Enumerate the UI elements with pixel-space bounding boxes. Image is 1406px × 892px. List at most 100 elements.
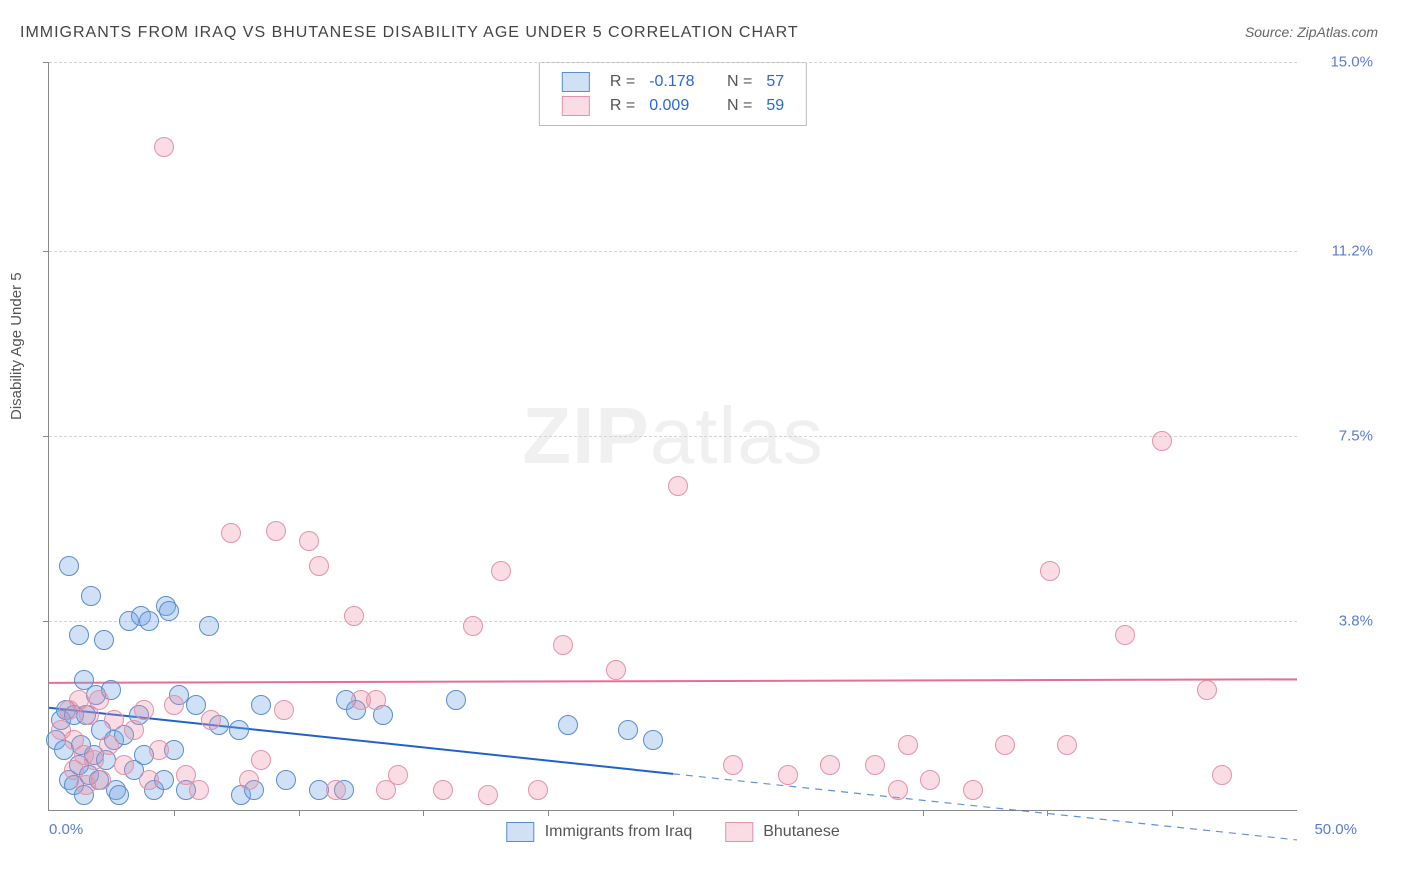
y-tick-label: 11.2% [1309, 243, 1373, 260]
data-point [274, 700, 294, 720]
data-point [606, 660, 626, 680]
data-point [723, 755, 743, 775]
x-axis-min-label: 0.0% [49, 821, 83, 838]
data-point [778, 765, 798, 785]
data-point [109, 785, 129, 805]
gridline-h [49, 436, 1297, 437]
x-axis-max-label: 50.0% [1314, 821, 1357, 838]
gridline-h [49, 251, 1297, 252]
data-point [995, 735, 1015, 755]
data-point [388, 765, 408, 785]
data-point [239, 770, 259, 790]
y-tick-mark [43, 621, 49, 622]
y-tick-mark [43, 436, 49, 437]
data-point [326, 780, 346, 800]
data-point [221, 523, 241, 543]
r-value-series-1: -0.178 [643, 71, 700, 93]
data-point [898, 735, 918, 755]
data-point [1152, 431, 1172, 451]
data-point [189, 780, 209, 800]
data-point [94, 630, 114, 650]
x-tick-mark [798, 810, 799, 816]
data-point [251, 695, 271, 715]
data-point [366, 690, 386, 710]
x-tick-mark [299, 810, 300, 816]
y-tick-mark [43, 62, 49, 63]
legend-item-series-1: Immigrants from Iraq [506, 822, 692, 842]
regression-line-solid [49, 679, 1297, 682]
stats-legend-table: R = -0.178 N = 57 R = 0.009 N = 59 [554, 69, 792, 119]
data-point [309, 556, 329, 576]
r-value-series-2: 0.009 [643, 95, 700, 117]
y-tick-mark [43, 251, 49, 252]
y-tick-label: 15.0% [1309, 54, 1373, 71]
data-point [251, 750, 271, 770]
data-point [558, 715, 578, 735]
data-point [139, 770, 159, 790]
y-tick-label: 3.8% [1309, 612, 1373, 629]
stats-row-series-2: R = 0.009 N = 59 [556, 95, 790, 117]
x-tick-mark [673, 810, 674, 816]
data-point [491, 561, 511, 581]
data-point [463, 616, 483, 636]
data-point [59, 556, 79, 576]
x-tick-mark [548, 810, 549, 816]
data-point [1057, 735, 1077, 755]
data-point [446, 690, 466, 710]
gridline-h [49, 62, 1297, 63]
data-point [433, 780, 453, 800]
x-tick-mark [1047, 810, 1048, 816]
data-point [124, 720, 144, 740]
data-point [69, 625, 89, 645]
data-point [344, 606, 364, 626]
y-axis-label: Disability Age Under 5 [8, 272, 25, 420]
legend-label-series-2: Bhutanese [763, 823, 840, 840]
r-label: R = [604, 71, 641, 93]
data-point [159, 601, 179, 621]
data-point [618, 720, 638, 740]
plot-area: ZIPatlas R = -0.178 N = 57 R = 0.009 N =… [48, 62, 1297, 811]
data-point [229, 720, 249, 740]
stats-row-series-1: R = -0.178 N = 57 [556, 71, 790, 93]
data-point [81, 586, 101, 606]
data-point [865, 755, 885, 775]
data-point [89, 690, 109, 710]
n-label: N = [721, 95, 758, 117]
swatch-series-2 [725, 822, 753, 842]
data-point [299, 531, 319, 551]
data-point [1197, 680, 1217, 700]
swatch-series-2 [562, 96, 590, 116]
data-point [99, 735, 119, 755]
x-tick-mark [423, 810, 424, 816]
data-point [820, 755, 840, 775]
legend-item-series-2: Bhutanese [725, 822, 840, 842]
data-point [84, 750, 104, 770]
n-value-series-2: 59 [760, 95, 790, 117]
data-point [963, 780, 983, 800]
data-point [199, 616, 219, 636]
r-label: R = [604, 95, 641, 117]
data-point [888, 780, 908, 800]
data-point [134, 700, 154, 720]
data-point [201, 710, 221, 730]
y-tick-label: 7.5% [1309, 428, 1373, 445]
data-point [553, 635, 573, 655]
gridline-h [49, 621, 1297, 622]
data-point [478, 785, 498, 805]
legend-label-series-1: Immigrants from Iraq [545, 823, 693, 840]
chart-title: IMMIGRANTS FROM IRAQ VS BHUTANESE DISABI… [20, 24, 799, 42]
data-point [164, 695, 184, 715]
data-point [149, 740, 169, 760]
series-legend: Immigrants from Iraq Bhutanese [492, 822, 853, 842]
data-point [276, 770, 296, 790]
swatch-series-1 [506, 822, 534, 842]
data-point [1040, 561, 1060, 581]
stats-legend: R = -0.178 N = 57 R = 0.009 N = 59 [539, 62, 807, 126]
x-tick-mark [923, 810, 924, 816]
swatch-series-1 [562, 72, 590, 92]
data-point [1115, 625, 1135, 645]
data-point [91, 770, 111, 790]
data-point [139, 611, 159, 631]
x-tick-mark [174, 810, 175, 816]
data-point [920, 770, 940, 790]
